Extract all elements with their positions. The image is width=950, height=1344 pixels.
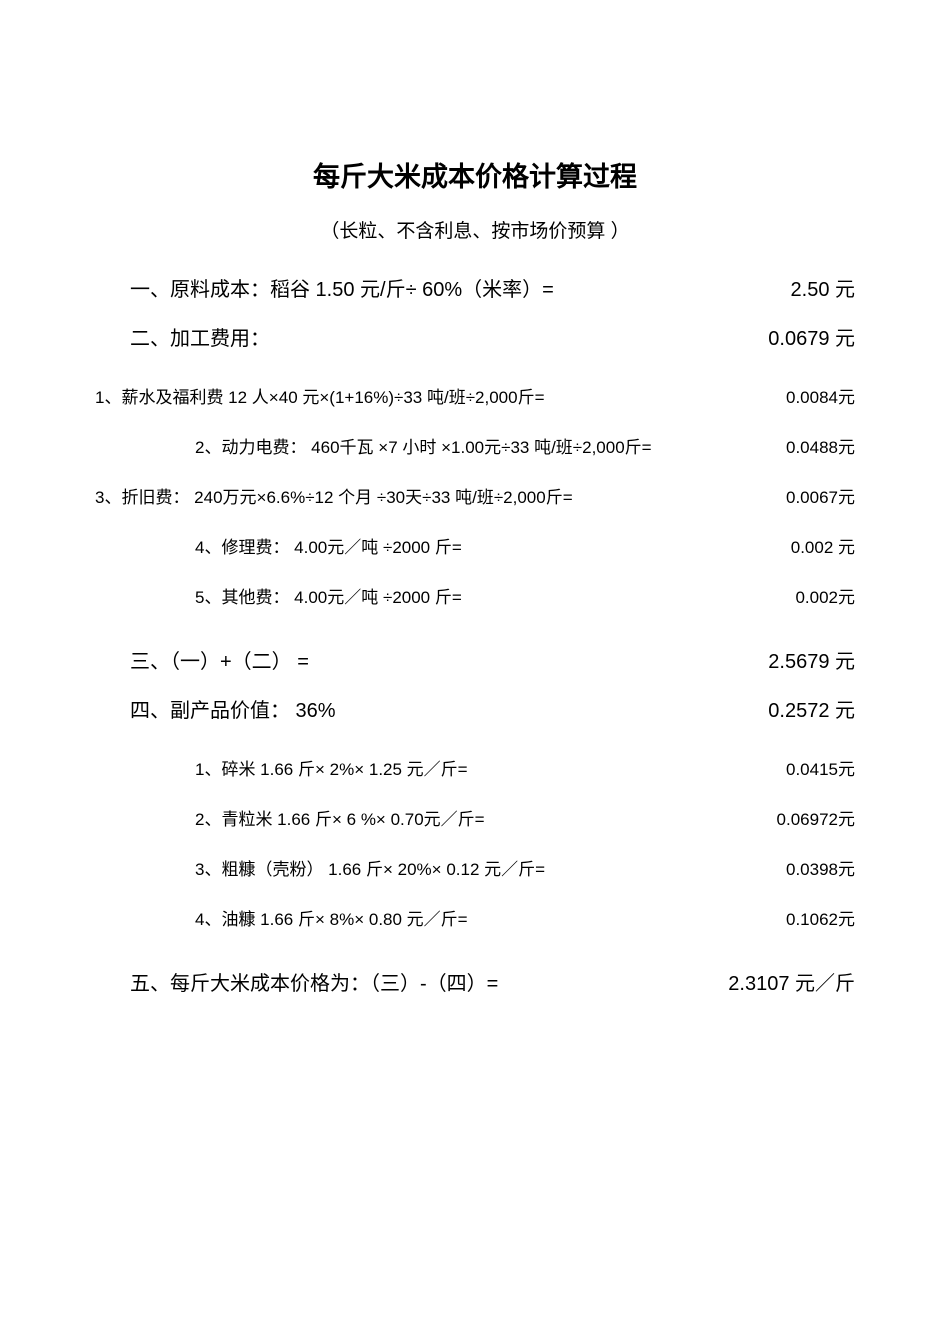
section-2-item-4-value: 0.002 元	[791, 533, 855, 558]
section-4-label: 四、副产品价值： 36%	[130, 694, 336, 723]
section-2-item-2-label: 2、动力电费： 460千瓦 ×7 小时 ×1.00元÷33 吨/班÷2,000斤…	[195, 433, 652, 458]
section-1-label: 一、原料成本：稻谷 1.50 元/斤÷ 60%（米率）=	[130, 273, 554, 302]
section-4-item-3-value: 0.0398元	[786, 855, 855, 880]
section-4-item-1: 1、碎米 1.66 斤× 2%× 1.25 元／斤= 0.0415元	[95, 755, 855, 780]
section-2: 二、加工费用： 0.0679 元	[95, 322, 855, 351]
section-2-item-2: 2、动力电费： 460千瓦 ×7 小时 ×1.00元÷33 吨/班÷2,000斤…	[95, 433, 855, 458]
section-4-item-1-label: 1、碎米 1.66 斤× 2%× 1.25 元／斤=	[195, 755, 468, 780]
section-1: 一、原料成本：稻谷 1.50 元/斤÷ 60%（米率）= 2.50 元	[95, 273, 855, 302]
section-3: 三、（一）+（二） = 2.5679 元	[95, 645, 855, 674]
section-2-item-4-label: 4、修理费： 4.00元／吨 ÷2000 斤=	[195, 533, 462, 558]
section-3-label: 三、（一）+（二） =	[130, 645, 309, 674]
section-5: 五、每斤大米成本价格为：（三）-（四）= 2.3107 元／斤	[95, 967, 855, 996]
section-2-item-1-value: 0.0084元	[786, 383, 855, 408]
section-5-value: 2.3107 元／斤	[728, 967, 855, 996]
document-subtitle: （长粒、不含利息、按市场价预算 ）	[95, 216, 855, 243]
section-2-item-4: 4、修理费： 4.00元／吨 ÷2000 斤= 0.002 元	[95, 533, 855, 558]
document-title: 每斤大米成本价格计算过程	[95, 155, 855, 194]
section-2-item-2-value: 0.0488元	[786, 433, 855, 458]
section-2-item-5-value: 0.002元	[795, 583, 855, 608]
section-4-item-4: 4、油糠 1.66 斤× 8%× 0.80 元／斤= 0.1062元	[95, 905, 855, 930]
section-4: 四、副产品价值： 36% 0.2572 元	[95, 694, 855, 723]
section-2-item-5: 5、其他费： 4.00元／吨 ÷2000 斤= 0.002元	[95, 583, 855, 608]
section-4-item-3-label: 3、粗糠（壳粉） 1.66 斤× 20%× 0.12 元／斤=	[195, 855, 545, 880]
section-4-item-4-label: 4、油糠 1.66 斤× 8%× 0.80 元／斤=	[195, 905, 468, 930]
section-2-item-3-value: 0.0067元	[786, 483, 855, 508]
section-2-item-3: 3、折旧费： 240万元×6.6%÷12 个月 ÷30天÷33 吨/班÷2,00…	[95, 483, 855, 508]
section-2-item-3-label: 3、折旧费： 240万元×6.6%÷12 个月 ÷30天÷33 吨/班÷2,00…	[95, 483, 573, 508]
section-4-item-2-label: 2、青粒米 1.66 斤× 6 %× 0.70元／斤=	[195, 805, 485, 830]
section-5-label: 五、每斤大米成本价格为：（三）-（四）=	[130, 967, 498, 996]
section-2-value: 0.0679 元	[768, 322, 855, 351]
section-4-item-2-value: 0.06972元	[777, 805, 855, 830]
section-4-item-1-value: 0.0415元	[786, 755, 855, 780]
section-4-value: 0.2572 元	[768, 694, 855, 723]
section-4-item-4-value: 0.1062元	[786, 905, 855, 930]
section-2-item-1: 1、薪水及福利费 12 人×40 元×(1+16%)÷33 吨/班÷2,000斤…	[95, 383, 855, 408]
section-2-label: 二、加工费用：	[130, 322, 270, 351]
section-4-item-3: 3、粗糠（壳粉） 1.66 斤× 20%× 0.12 元／斤= 0.0398元	[95, 855, 855, 880]
section-3-value: 2.5679 元	[768, 645, 855, 674]
section-2-item-1-label: 1、薪水及福利费 12 人×40 元×(1+16%)÷33 吨/班÷2,000斤…	[95, 383, 545, 408]
section-4-item-2: 2、青粒米 1.66 斤× 6 %× 0.70元／斤= 0.06972元	[95, 805, 855, 830]
section-1-value: 2.50 元	[791, 273, 855, 302]
section-2-item-5-label: 5、其他费： 4.00元／吨 ÷2000 斤=	[195, 583, 462, 608]
